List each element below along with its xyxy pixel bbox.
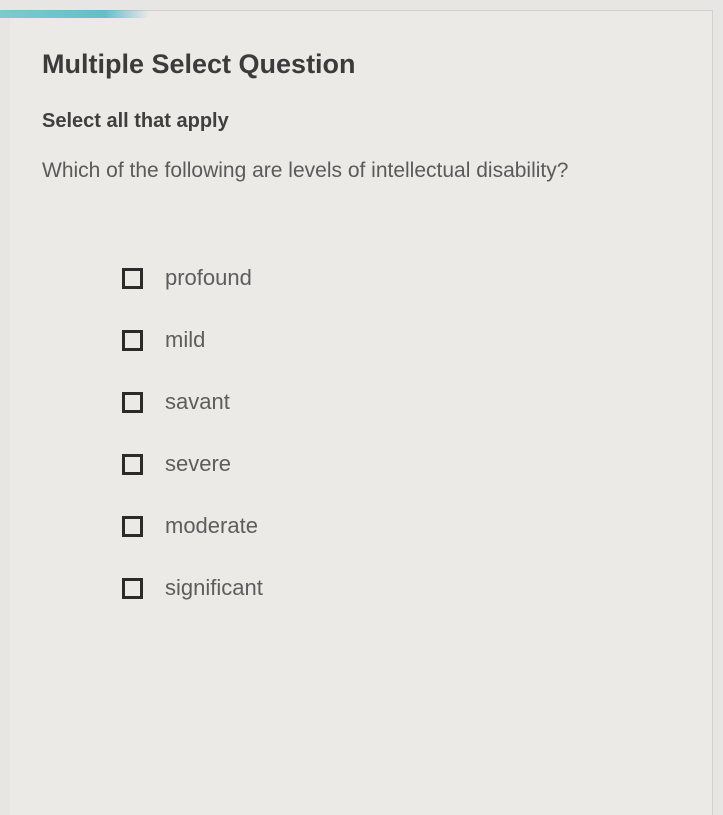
option-row[interactable]: significant (122, 575, 680, 601)
option-label: mild (165, 327, 205, 353)
checkbox-icon[interactable] (122, 454, 143, 475)
checkbox-icon[interactable] (122, 392, 143, 413)
options-list: profound mild savant severe moderate sig… (42, 265, 680, 601)
checkbox-icon[interactable] (122, 516, 143, 537)
option-row[interactable]: savant (122, 389, 680, 415)
checkbox-icon[interactable] (122, 268, 143, 289)
question-card: Multiple Select Question Select all that… (10, 10, 713, 815)
option-row[interactable]: profound (122, 265, 680, 291)
option-label: savant (165, 389, 230, 415)
option-row[interactable]: moderate (122, 513, 680, 539)
checkbox-icon[interactable] (122, 578, 143, 599)
question-prompt: Which of the following are levels of int… (42, 157, 680, 185)
option-label: significant (165, 575, 263, 601)
checkbox-icon[interactable] (122, 330, 143, 351)
option-label: moderate (165, 513, 258, 539)
option-row[interactable]: mild (122, 327, 680, 353)
question-instruction: Select all that apply (42, 110, 680, 133)
question-type-heading: Multiple Select Question (42, 49, 680, 80)
option-row[interactable]: severe (122, 451, 680, 477)
top-accent-bar (0, 10, 150, 18)
option-label: severe (165, 451, 231, 477)
option-label: profound (165, 265, 252, 291)
